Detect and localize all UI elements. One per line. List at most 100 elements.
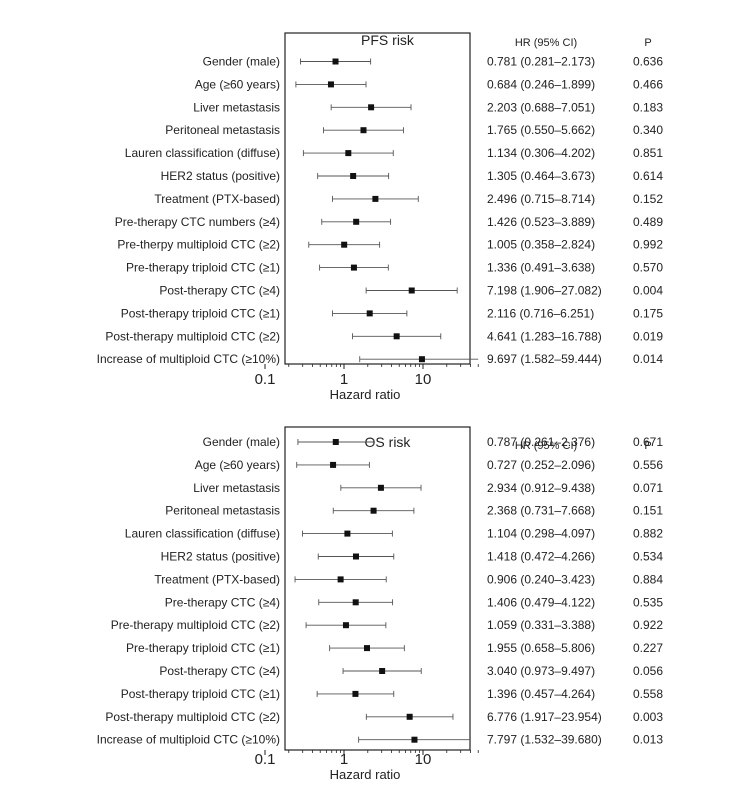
- pfs-p-value: 0.466: [633, 77, 663, 91]
- os-hr-ci-value: 3.040 (0.973–9.497): [487, 664, 595, 678]
- os-hr-point: [406, 713, 413, 720]
- pfs-row-label: HER2 status (positive): [161, 169, 280, 183]
- os-hr-ci-value: 1.955 (0.658–5.806): [487, 641, 595, 655]
- os-p-value: 0.556: [633, 458, 663, 472]
- pfs-hr-ci-value: 1.765 (0.550–5.662): [487, 123, 595, 137]
- os-hr-ci-value: 1.418 (0.472–4.266): [487, 550, 595, 564]
- os-row-label: Lauren classification (diffuse): [125, 527, 280, 541]
- os-hr-point: [411, 736, 418, 743]
- pfs-hr-ci-value: 9.697 (1.582–59.444): [487, 352, 602, 366]
- pfs-hr-ci-value: 0.781 (0.281–2.173): [487, 55, 595, 69]
- pfs-hr-ci-value: 2.203 (0.688–7.051): [487, 100, 595, 114]
- pfs-p-value: 0.614: [633, 169, 663, 183]
- pfs-p-value: 0.636: [633, 55, 663, 69]
- os-hr-point: [332, 439, 339, 445]
- pfs-hr-point: [368, 104, 375, 111]
- os-hr-ci-value: 0.787 (0.261–2.376): [487, 435, 595, 449]
- os-p-value: 0.671: [633, 435, 663, 449]
- pfs-hr-ci-value: 1.305 (0.464–3.673): [487, 169, 595, 183]
- os-p-value: 0.558: [633, 687, 663, 701]
- os-row-label: Post-therapy triploid CTC (≥1): [121, 687, 280, 701]
- pfs-plot-frame: [284, 32, 471, 365]
- pfs-row-label: Liver metastasis: [193, 100, 280, 114]
- pfs-p-value: 0.019: [633, 329, 663, 343]
- os-hr-ci-value: 1.059 (0.331–3.388): [487, 618, 595, 632]
- os-row-label: Increase of multiploid CTC (≥10%): [97, 733, 280, 747]
- pfs-p-value: 0.340: [633, 123, 663, 137]
- pfs-hr-point: [372, 195, 379, 202]
- os-p-value: 0.882: [633, 527, 663, 541]
- os-row-label: Pre-therapy multiploid CTC (≥2): [111, 618, 280, 632]
- os-hr-point: [379, 668, 386, 674]
- pfs-p-value: 0.004: [633, 284, 663, 298]
- pfs-hr-ci-value: 1.005 (0.358–2.824): [487, 238, 595, 252]
- pfs-hr-point: [393, 333, 400, 340]
- os-p-value: 0.071: [633, 481, 663, 495]
- os-row-label: Pre-therapy CTC (≥4): [165, 595, 280, 609]
- pfs-hr-point: [327, 81, 334, 88]
- os-hr-point: [364, 645, 371, 652]
- pfs-hr-point: [345, 150, 352, 157]
- os-p-value: 0.227: [633, 641, 663, 655]
- os-hr-ci-value: 0.906 (0.240–3.423): [487, 572, 595, 586]
- pfs-p-value: 0.992: [633, 238, 663, 252]
- os-hr-ci-value: 6.776 (1.917–23.954): [487, 710, 602, 724]
- os-hr-point: [377, 484, 384, 491]
- pfs-x-tick-label: 0.1: [255, 371, 276, 388]
- pfs-hr-point: [350, 264, 357, 271]
- pfs-row-label: Peritoneal metastasis: [165, 123, 280, 137]
- pfs-row-label: Post-therapy multiploid CTC (≥2): [105, 329, 280, 343]
- os-x-axis-label: Hazard ratio: [330, 767, 401, 782]
- os-row-label: Liver metastasis: [193, 481, 280, 495]
- pfs-row-label: Pre-therpy multiploid CTC (≥2): [117, 238, 280, 252]
- os-chart-title: OS risk: [365, 434, 412, 450]
- pfs-row-label: Post-therapy CTC (≥4): [159, 284, 280, 298]
- pfs-hr-point: [332, 58, 339, 65]
- pfs-hr-ci-value: 0.684 (0.246–1.899): [487, 77, 595, 91]
- os-hr-point: [337, 576, 344, 583]
- pfs-chart-title: PFS risk: [361, 32, 415, 48]
- os-p-value: 0.922: [633, 618, 663, 632]
- os-row-label: HER2 status (positive): [161, 550, 280, 564]
- pfs-x-axis-label: Hazard ratio: [330, 387, 401, 402]
- os-hr-ci-value: 2.934 (0.912–9.438): [487, 481, 595, 495]
- pfs-hr-ci-value: 2.496 (0.715–8.714): [487, 192, 595, 206]
- os-row-label: Age (≥60 years): [195, 458, 280, 472]
- os-plot-frame: [284, 426, 471, 751]
- os-p-value: 0.884: [633, 572, 663, 586]
- pfs-p-value: 0.489: [633, 215, 663, 229]
- os-row-label: Treatment (PTX-based): [154, 572, 280, 586]
- pfs-hr-ci-value: 2.116 (0.716–6.251): [487, 306, 594, 320]
- os-row-label: Post-therapy CTC (≥4): [159, 664, 280, 678]
- os-hr-ci-value: 1.406 (0.479–4.122): [487, 595, 595, 609]
- pfs-x-tick-label: 10: [415, 371, 432, 388]
- pfs-p-value: 0.175: [633, 306, 663, 320]
- os-x-tick-label: 1: [340, 751, 348, 768]
- os-row-label: Gender (male): [203, 435, 280, 449]
- pfs-hr-header: HR (95% CI): [515, 37, 577, 49]
- os-hr-point: [352, 553, 359, 560]
- os-row-label: Post-therapy multiploid CTC (≥2): [105, 710, 280, 724]
- pfs-p-value: 0.851: [633, 146, 663, 160]
- os-x-tick-label: 0.1: [255, 751, 276, 768]
- pfs-hr-point: [366, 310, 373, 317]
- os-p-value: 0.535: [633, 595, 663, 609]
- os-p-value: 0.056: [633, 664, 663, 678]
- pfs-p-value: 0.014: [633, 352, 663, 366]
- pfs-hr-ci-value: 1.426 (0.523–3.889): [487, 215, 595, 229]
- os-x-tick-label: 10: [415, 751, 432, 768]
- os-hr-point: [344, 530, 351, 537]
- pfs-hr-point: [341, 241, 348, 248]
- pfs-x-tick-label: 1: [340, 371, 348, 388]
- os-hr-ci-value: 1.104 (0.298–4.097): [487, 527, 595, 541]
- pfs-row-label: Age (≥60 years): [195, 77, 280, 91]
- pfs-row-label: Post-therapy triploid CTC (≥1): [121, 306, 280, 320]
- os-hr-point: [352, 690, 359, 697]
- os-hr-header: HR (95% CI): [515, 440, 577, 452]
- pfs-row-label: Pre-therapy triploid CTC (≥1): [126, 261, 280, 275]
- pfs-row-label: Pre-therapy CTC numbers (≥4): [115, 215, 280, 229]
- pfs-row-label: Lauren classification (diffuse): [125, 146, 280, 160]
- pfs-hr-ci-value: 1.336 (0.491–3.638): [487, 261, 595, 275]
- pfs-p-value: 0.152: [633, 192, 663, 206]
